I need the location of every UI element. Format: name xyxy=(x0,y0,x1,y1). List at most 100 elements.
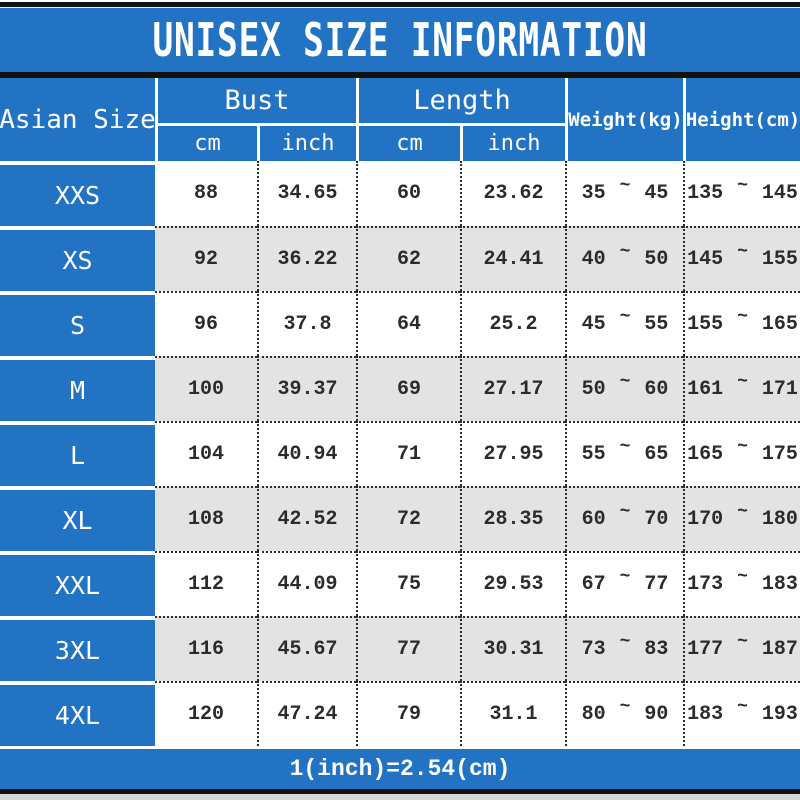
length-cm-value: 64 xyxy=(356,291,460,356)
weight-range: 60 ~ 70 xyxy=(565,486,683,551)
table-row-xs: XS 92 36.22 62 24.41 40 ~ 50 145 ~ 155 xyxy=(0,226,800,291)
length-cm-value: 75 xyxy=(356,551,460,616)
height-min: 161 xyxy=(687,378,724,401)
bust-inch-value: 45.67 xyxy=(257,616,356,681)
tilde-icon: ~ xyxy=(619,566,631,587)
height-range: 135 ~ 145 xyxy=(683,161,800,226)
size-label: S xyxy=(0,291,155,356)
weight-min: 45 xyxy=(581,313,606,336)
subcolumn-header-length-cm: cm xyxy=(356,123,460,161)
height-range: 165 ~ 175 xyxy=(683,421,800,486)
conversion-note-bar: 1(inch)=2.54(cm) xyxy=(0,746,800,789)
length-inch-value: 29.53 xyxy=(460,551,565,616)
weight-min: 73 xyxy=(581,638,606,661)
length-cm-value: 79 xyxy=(356,681,460,746)
weight-range: 80 ~ 90 xyxy=(565,681,683,746)
height-min: 155 xyxy=(687,313,724,336)
tilde-icon: ~ xyxy=(737,175,748,196)
bust-inch-value: 39.37 xyxy=(257,356,356,421)
column-header-height: Height(cm) xyxy=(683,78,800,161)
bust-cm-value: 92 xyxy=(155,226,257,291)
length-inch-value: 30.31 xyxy=(460,616,565,681)
tilde-icon: ~ xyxy=(619,696,631,717)
height-min: 170 xyxy=(687,508,724,531)
column-group-bust: Bust xyxy=(155,78,356,123)
weight-range: 73 ~ 83 xyxy=(565,616,683,681)
table-body: XXS 88 34.65 60 23.62 35 ~ 45 135 ~ 145 … xyxy=(0,161,800,746)
weight-min: 60 xyxy=(581,508,606,531)
height-max: 175 xyxy=(761,443,798,466)
length-inch-value: 31.1 xyxy=(460,681,565,746)
title-divider xyxy=(0,72,800,78)
column-header-asian-size: Asian Size xyxy=(0,104,156,135)
height-max: 165 xyxy=(761,313,798,336)
weight-min: 50 xyxy=(581,378,606,401)
top-border-thin xyxy=(0,7,800,8)
weight-max: 50 xyxy=(644,248,669,271)
weight-range: 67 ~ 77 xyxy=(565,551,683,616)
tilde-icon: ~ xyxy=(737,371,748,392)
table-row-xl: XL 108 42.52 72 28.35 60 ~ 70 170 ~ 180 xyxy=(0,486,800,551)
tilde-icon: ~ xyxy=(619,436,631,457)
size-label: 4XL xyxy=(0,681,155,746)
height-max: 171 xyxy=(761,378,798,401)
tilde-icon: ~ xyxy=(737,436,748,457)
column-group-length: Length xyxy=(356,78,565,123)
length-cm-value: 71 xyxy=(356,421,460,486)
title-bar: UNISEX SIZE INFORMATION xyxy=(0,8,800,72)
length-inch-value: 27.95 xyxy=(460,421,565,486)
column-header-weight: Weight(kg) xyxy=(565,78,683,161)
height-max: 183 xyxy=(761,573,798,596)
conversion-note: 1(inch)=2.54(cm) xyxy=(289,756,511,782)
table-row-s: S 96 37.8 64 25.2 45 ~ 55 155 ~ 165 xyxy=(0,291,800,356)
height-range: 161 ~ 171 xyxy=(683,356,800,421)
length-inch-value: 27.17 xyxy=(460,356,565,421)
weight-range: 35 ~ 45 xyxy=(565,161,683,226)
height-min: 173 xyxy=(687,573,724,596)
size-label: L xyxy=(0,421,155,486)
weight-range: 55 ~ 65 xyxy=(565,421,683,486)
tilde-icon: ~ xyxy=(737,241,748,262)
length-cm-value: 62 xyxy=(356,226,460,291)
bust-cm-value: 96 xyxy=(155,291,257,356)
weight-range: 40 ~ 50 xyxy=(565,226,683,291)
bust-cm-value: 120 xyxy=(155,681,257,746)
length-inch-value: 24.41 xyxy=(460,226,565,291)
bust-inch-value: 47.24 xyxy=(257,681,356,746)
size-label: XXS xyxy=(0,161,155,226)
tilde-icon: ~ xyxy=(619,501,631,522)
weight-min: 55 xyxy=(581,443,606,466)
height-range: 173 ~ 183 xyxy=(683,551,800,616)
weight-min: 40 xyxy=(581,248,606,271)
weight-max: 77 xyxy=(644,573,669,596)
tilde-icon: ~ xyxy=(737,306,748,327)
length-inch-value: 25.2 xyxy=(460,291,565,356)
size-label: XL xyxy=(0,486,155,551)
weight-max: 90 xyxy=(644,703,669,726)
weight-max: 45 xyxy=(644,182,669,205)
tilde-icon: ~ xyxy=(619,241,631,262)
table-row-xxl: XXL 112 44.09 75 29.53 67 ~ 77 173 ~ 183 xyxy=(0,551,800,616)
table-row-m: M 100 39.37 69 27.17 50 ~ 60 161 ~ 171 xyxy=(0,356,800,421)
bust-cm-value: 100 xyxy=(155,356,257,421)
bust-cm-value: 116 xyxy=(155,616,257,681)
length-inch-value: 23.62 xyxy=(460,161,565,226)
size-label: XS xyxy=(0,226,155,291)
bust-cm-value: 108 xyxy=(155,486,257,551)
bust-cm-value: 88 xyxy=(193,182,218,205)
bust-inch-value: 36.22 xyxy=(257,226,356,291)
weight-min: 35 xyxy=(581,182,606,205)
weight-max: 65 xyxy=(644,443,669,466)
weight-range: 45 ~ 55 xyxy=(565,291,683,356)
page-title: UNISEX SIZE INFORMATION xyxy=(152,13,648,67)
height-max: 155 xyxy=(761,248,798,271)
height-range: 155 ~ 165 xyxy=(683,291,800,356)
length-cm-value: 69 xyxy=(356,356,460,421)
weight-max: 55 xyxy=(644,313,669,336)
bottom-border-black xyxy=(0,789,800,794)
weight-range: 50 ~ 60 xyxy=(565,356,683,421)
tilde-icon: ~ xyxy=(619,175,631,196)
bust-inch-value: 37.8 xyxy=(257,291,356,356)
weight-min: 67 xyxy=(581,573,606,596)
tilde-icon: ~ xyxy=(619,631,631,652)
